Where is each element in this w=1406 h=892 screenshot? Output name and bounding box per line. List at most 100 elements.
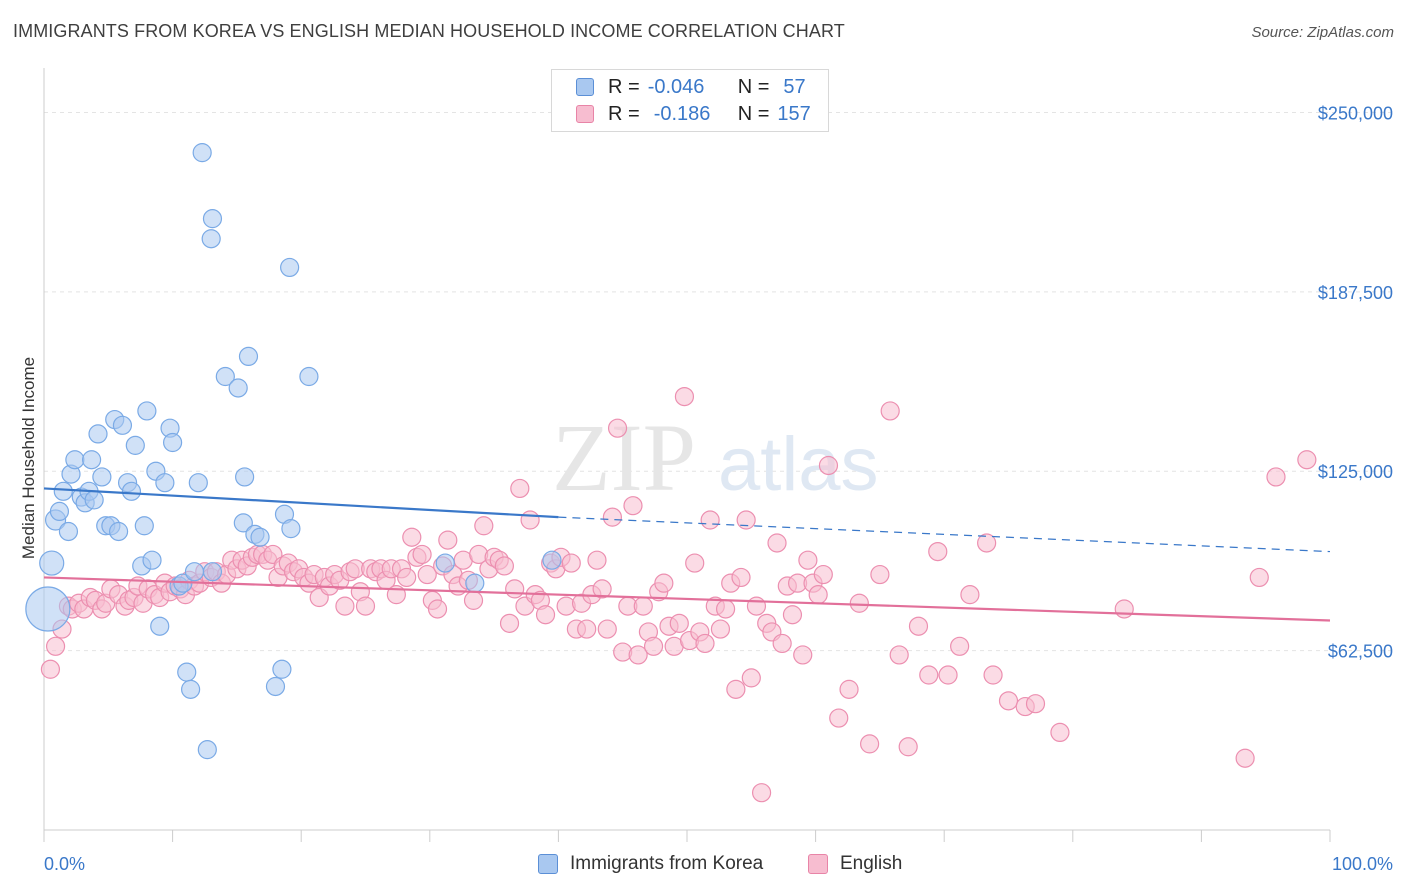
y-axis-label: Median Household Income <box>19 357 38 559</box>
data-point-korea <box>228 378 248 398</box>
data-point-korea <box>121 481 142 501</box>
data-point-korea <box>53 481 73 501</box>
legend-swatch-korea <box>538 854 558 874</box>
data-point-english <box>1114 599 1134 619</box>
data-point-english <box>607 418 628 438</box>
legend-r-value-korea: -0.046 <box>647 75 705 98</box>
data-point-english <box>643 636 664 656</box>
data-point-korea <box>142 550 162 570</box>
data-point-english <box>751 783 772 803</box>
data-point-english <box>829 708 849 728</box>
data-point-korea <box>81 450 102 470</box>
data-point-korea <box>435 553 455 573</box>
trend-line-korea <box>43 487 559 519</box>
trend-line-english <box>43 576 1331 622</box>
data-point-korea <box>177 662 197 682</box>
data-point-korea <box>250 527 270 547</box>
data-point-english <box>880 401 900 421</box>
data-points <box>25 143 1317 803</box>
data-point-english <box>908 616 929 636</box>
data-point-korea <box>65 450 85 470</box>
data-point-english <box>1025 694 1046 714</box>
data-point-english <box>839 679 859 699</box>
data-point-english <box>438 530 458 550</box>
data-point-english <box>860 734 880 754</box>
data-point-english <box>772 633 792 654</box>
data-point-english <box>793 645 813 665</box>
data-point-english <box>1235 748 1255 768</box>
data-point-english <box>977 533 997 553</box>
data-point-korea <box>137 401 157 421</box>
legend-n-value-korea: 57 <box>783 75 806 98</box>
data-point-english <box>741 668 761 688</box>
data-point-korea <box>202 209 223 229</box>
data-point-english <box>808 585 828 605</box>
data-point-english <box>520 510 540 530</box>
data-point-korea <box>281 519 301 539</box>
legend-n-value-english: 157 <box>777 102 811 125</box>
data-point-english <box>45 636 66 656</box>
data-point-korea <box>39 550 65 576</box>
data-point-english <box>928 541 948 562</box>
y-tick-label: $62,500 <box>1328 642 1393 662</box>
y-tick-label: $187,500 <box>1318 283 1393 303</box>
legend-r-label: R = <box>608 75 640 98</box>
data-point-english <box>510 478 530 499</box>
axes <box>43 68 1331 842</box>
data-point-english <box>950 636 970 656</box>
data-point-korea <box>238 346 259 367</box>
data-point-korea <box>125 435 145 455</box>
data-point-english <box>813 564 833 585</box>
legend-swatch-english <box>808 854 828 874</box>
data-point-english <box>726 679 746 699</box>
legend-swatch-english <box>576 105 594 123</box>
legend-item-english: English <box>808 851 902 877</box>
data-point-english <box>587 550 607 570</box>
data-point-korea <box>155 473 175 493</box>
data-point-english <box>731 567 751 588</box>
data-point-english <box>499 613 520 633</box>
data-point-english <box>674 386 695 407</box>
data-point-english <box>710 619 731 639</box>
data-point-english <box>602 507 623 527</box>
data-point-korea <box>163 432 183 453</box>
data-point-english <box>535 605 556 625</box>
data-point-english <box>700 510 720 530</box>
data-point-korea <box>84 490 104 510</box>
data-point-english <box>960 585 980 605</box>
data-point-english <box>427 599 448 619</box>
data-point-korea <box>88 424 108 444</box>
data-point-korea <box>197 740 217 760</box>
data-point-korea <box>542 550 562 570</box>
data-point-english <box>402 527 422 547</box>
trend-lines <box>43 487 1331 622</box>
data-point-english <box>397 567 417 588</box>
trend-line-korea-projection <box>558 516 1331 553</box>
chart-source: Source: ZipAtlas.com <box>1251 24 1394 41</box>
data-point-english <box>669 613 689 633</box>
data-point-english <box>998 691 1019 711</box>
data-point-korea <box>299 366 319 387</box>
data-point-english <box>412 544 432 565</box>
data-point-english <box>1266 467 1286 487</box>
x-tick-label: 100.0% <box>1332 854 1393 874</box>
data-point-english <box>577 619 597 639</box>
legend-label-english: English <box>840 853 903 874</box>
y-tick-label: $250,000 <box>1318 103 1393 123</box>
data-point-korea <box>272 659 292 679</box>
data-point-korea <box>280 257 300 278</box>
data-point-korea <box>184 562 205 582</box>
data-point-english <box>417 564 437 585</box>
data-point-english <box>561 553 581 573</box>
legend-n-label: N = <box>737 102 770 125</box>
data-point-english <box>654 573 674 593</box>
data-point-english <box>623 496 643 516</box>
data-point-english <box>849 593 869 613</box>
watermark-zip: ZIP <box>552 404 696 511</box>
data-point-english <box>40 659 61 679</box>
data-point-korea <box>215 366 235 387</box>
data-point-english <box>355 596 376 616</box>
data-point-korea <box>49 501 70 522</box>
data-point-english <box>474 516 494 536</box>
